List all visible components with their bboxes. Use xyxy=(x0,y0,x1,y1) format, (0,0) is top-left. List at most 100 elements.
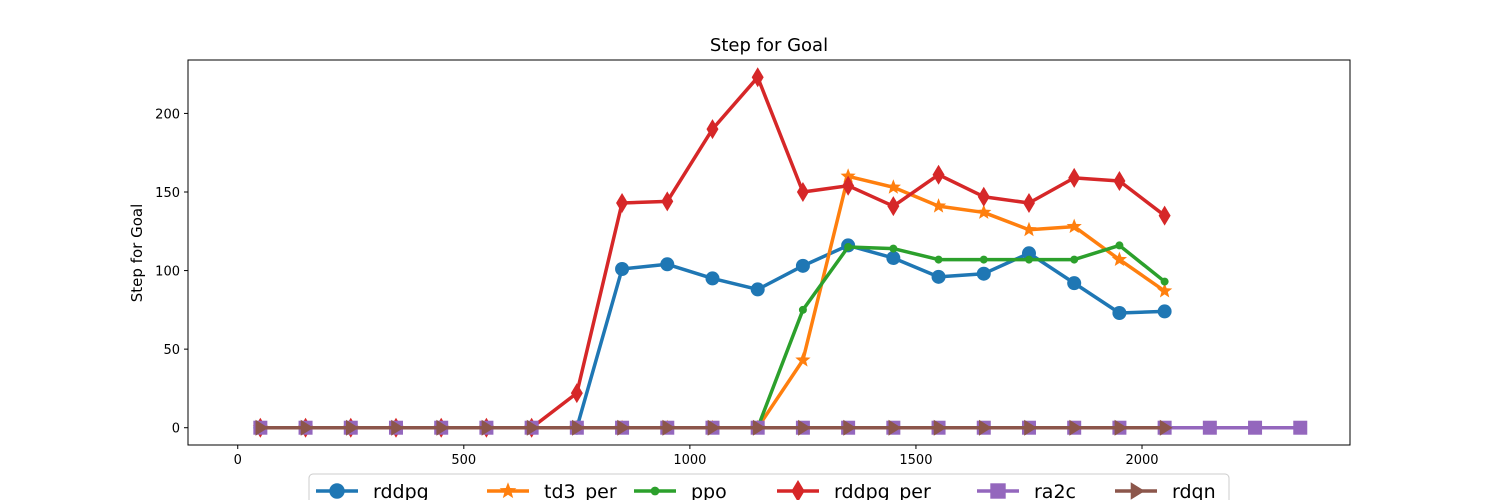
data-point xyxy=(1021,246,1036,261)
data-point xyxy=(751,67,764,88)
data-point xyxy=(889,244,898,253)
data-point xyxy=(1157,283,1173,298)
x-tick-label: 500 xyxy=(451,453,476,468)
legend-label: ra2c xyxy=(1034,481,1076,500)
data-point xyxy=(660,257,675,272)
data-point xyxy=(707,419,721,436)
data-point xyxy=(1024,255,1033,264)
data-point xyxy=(933,419,947,436)
series-ppo xyxy=(256,241,1169,432)
data-point xyxy=(795,352,811,367)
data-point xyxy=(1111,251,1128,267)
data-point xyxy=(255,419,269,436)
legend-marker xyxy=(329,483,345,499)
series-rdqn xyxy=(255,419,1173,436)
data-point xyxy=(1112,306,1127,320)
legend-marker xyxy=(499,482,517,499)
y-tick-label: 0 xyxy=(172,422,180,437)
legend-label: td3_per xyxy=(544,481,617,500)
x-tick-label: 1000 xyxy=(673,453,706,468)
data-point xyxy=(345,419,359,436)
legend-entry: td3_per xyxy=(487,481,617,500)
data-point xyxy=(300,419,314,436)
legend-entry: rdqn xyxy=(1115,481,1216,500)
data-point xyxy=(1069,419,1083,436)
data-point xyxy=(932,164,945,185)
legend-label: rddpg xyxy=(373,481,429,500)
data-point xyxy=(750,282,765,297)
data-point xyxy=(617,419,631,436)
data-point xyxy=(885,179,901,194)
legend-marker xyxy=(990,483,1006,499)
data-point xyxy=(931,269,946,284)
data-point xyxy=(706,119,719,140)
data-point xyxy=(1113,171,1126,191)
data-point xyxy=(886,251,901,265)
data-point xyxy=(930,198,947,213)
series-layer xyxy=(252,67,1308,438)
data-point xyxy=(526,419,540,436)
legend-frame xyxy=(308,473,1230,500)
data-point xyxy=(976,266,991,281)
plot-frame xyxy=(187,59,1351,446)
data-point xyxy=(978,419,992,436)
y-axis-title: Step for Goal xyxy=(128,204,146,302)
x-tick-label: 1500 xyxy=(899,453,932,468)
y-tick-label: 200 xyxy=(155,107,180,122)
data-point xyxy=(1024,419,1037,436)
legend-entry: rddpg_per xyxy=(777,480,931,500)
data-point xyxy=(662,419,676,436)
data-point xyxy=(752,419,766,436)
legend-entry: ppo xyxy=(634,481,727,500)
data-point xyxy=(1159,419,1173,436)
data-point xyxy=(796,182,809,202)
legend-label: rdqn xyxy=(1172,481,1216,500)
data-point xyxy=(1068,167,1081,188)
y-tick-label: 150 xyxy=(155,186,180,201)
data-point xyxy=(842,175,855,196)
data-point xyxy=(843,419,857,436)
data-point xyxy=(661,191,674,212)
data-point xyxy=(1066,218,1082,234)
legend: rddpg td3_per ppo rddpg_per ra2c rdqn xyxy=(308,473,1230,500)
y-tick-label: 100 xyxy=(155,265,180,280)
data-point xyxy=(1114,419,1128,436)
legend-label: ppo xyxy=(691,481,727,500)
data-point xyxy=(798,419,811,436)
data-point xyxy=(705,271,720,286)
data-point xyxy=(615,262,630,276)
y-tick-label: 50 xyxy=(163,343,180,358)
data-point xyxy=(616,193,629,213)
data-point xyxy=(844,243,853,251)
data-point xyxy=(979,255,988,264)
legend-marker xyxy=(1130,482,1145,500)
data-point xyxy=(1248,420,1263,435)
data-point xyxy=(1293,420,1308,435)
data-point xyxy=(934,255,943,264)
data-point xyxy=(1022,193,1035,213)
x-tick-label: 2000 xyxy=(1125,453,1158,468)
data-point xyxy=(570,383,583,404)
data-point xyxy=(1158,205,1171,226)
data-point xyxy=(976,204,992,219)
legend-entry: ra2c xyxy=(977,481,1076,500)
data-point xyxy=(887,196,900,217)
chart-title: Step for Goal xyxy=(710,35,828,56)
data-point xyxy=(572,419,585,436)
data-point xyxy=(436,419,450,436)
data-point xyxy=(1070,255,1079,264)
data-point xyxy=(1157,304,1172,319)
data-point xyxy=(795,258,810,273)
data-point xyxy=(1202,420,1217,435)
axis-ticks: 0 500 1000 1500 2000 0 50 100 150 200 xyxy=(155,107,1158,468)
legend-marker xyxy=(650,486,660,496)
series-rddpg xyxy=(253,238,1172,435)
data-point xyxy=(1067,276,1082,291)
data-point xyxy=(1160,277,1169,286)
series-line xyxy=(258,174,1167,430)
legend-marker xyxy=(791,480,805,500)
x-tick-label: 0 xyxy=(234,453,242,468)
data-point xyxy=(1115,241,1124,250)
legend-entry: rddpg xyxy=(316,481,429,500)
